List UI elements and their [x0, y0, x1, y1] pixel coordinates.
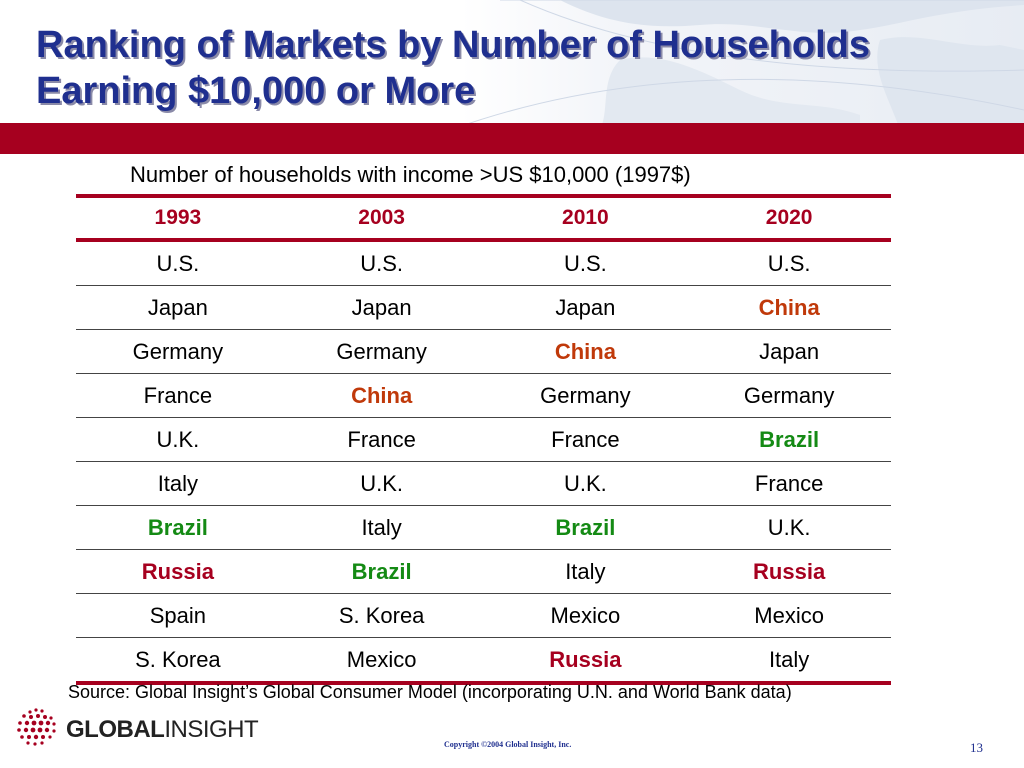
title-band [0, 123, 1024, 154]
table-cell: U.K. [687, 505, 891, 550]
logo-text-normal: INSIGHT [164, 716, 259, 743]
table-cell: China [483, 329, 688, 374]
table-cell: China [687, 285, 891, 330]
table-cell: Brazil [483, 505, 688, 550]
table-row: Russia Brazil Italy Russia [76, 549, 891, 594]
table-cell: Italy [76, 461, 280, 506]
table-cell: Germany [76, 329, 280, 374]
header-2020: 2020 [687, 194, 891, 242]
table-cell: U.S. [76, 240, 280, 286]
table-cell: France [687, 461, 891, 506]
table-subtitle: Number of households with income >US $10… [130, 162, 691, 187]
global-insight-logo: GLOBALINSIGHT [14, 706, 264, 750]
table-row: Spain S. Korea Mexico Mexico [76, 593, 891, 638]
table-cell: Japan [687, 329, 891, 374]
table-cell: Brazil [687, 417, 891, 462]
table-cell: Brazil [76, 505, 280, 550]
table-cell: U.K. [483, 461, 688, 506]
table-cell: Mexico [687, 593, 891, 638]
table-cell: Italy [687, 637, 891, 685]
table-cell: France [279, 417, 484, 462]
table-cell: U.K. [76, 417, 280, 462]
logo-wordmark: GLOBALINSIGHT [66, 716, 259, 744]
table-cell: France [76, 373, 280, 418]
header-2010: 2010 [483, 194, 688, 242]
ranking-table: 1993 2003 2010 2020 U.S. U.S. U.S. U.S. … [76, 194, 891, 685]
table-cell: France [483, 417, 688, 462]
table-row: Germany Germany China Japan [76, 329, 891, 374]
table-cell: U.S. [279, 240, 484, 286]
table-cell: Spain [76, 593, 280, 638]
page-number: 13 [970, 740, 983, 755]
slide-title-line2: Earning $10,000 or More [36, 70, 476, 112]
table-cell: S. Korea [76, 637, 280, 685]
header-2003: 2003 [279, 194, 484, 242]
table-cell: U.S. [687, 240, 891, 286]
copyright-notice: Copyright ©2004 Global Insight, Inc. [444, 740, 572, 749]
table-cell: Japan [76, 285, 280, 330]
table-cell: Germany [279, 329, 484, 374]
table-row: France China Germany Germany [76, 373, 891, 418]
table-cell: Russia [483, 637, 688, 685]
table-row: Brazil Italy Brazil U.K. [76, 505, 891, 550]
table-cell: Japan [279, 285, 484, 330]
ranking-table-body: U.S. U.S. U.S. U.S. Japan Japan Japan Ch… [76, 240, 891, 685]
table-cell: Italy [279, 505, 484, 550]
table-cell: Mexico [483, 593, 688, 638]
table-cell: Germany [483, 373, 688, 418]
table-cell: Italy [483, 549, 688, 594]
table-cell: China [279, 373, 484, 418]
slide-title-line1: Ranking of Markets by Number of Househol… [36, 24, 870, 66]
table-cell: U.S. [483, 240, 688, 286]
world-map-background [0, 0, 1024, 130]
slide-title: Ranking of Markets by Number of Househol… [36, 22, 976, 114]
table-cell: Germany [687, 373, 891, 418]
header-1993: 1993 [76, 194, 280, 242]
table-row: U.S. U.S. U.S. U.S. [76, 240, 891, 286]
globe-dots-icon [17, 708, 56, 746]
table-cell: Brazil [279, 549, 484, 594]
table-header-row: 1993 2003 2010 2020 [76, 194, 891, 242]
logo-text-bold: GLOBAL [66, 716, 165, 743]
table-row: Japan Japan Japan China [76, 285, 891, 330]
table-row: Italy U.K. U.K. France [76, 461, 891, 506]
table-cell: S. Korea [279, 593, 484, 638]
table-cell: Russia [76, 549, 280, 594]
table-row: S. Korea Mexico Russia Italy [76, 637, 891, 685]
table-row: U.K. France France Brazil [76, 417, 891, 462]
table-cell: Russia [687, 549, 891, 594]
table-cell: U.K. [279, 461, 484, 506]
table-cell: Japan [483, 285, 688, 330]
source-note: Source: Global Insight’s Global Consumer… [68, 682, 792, 702]
table-cell: Mexico [279, 637, 484, 685]
